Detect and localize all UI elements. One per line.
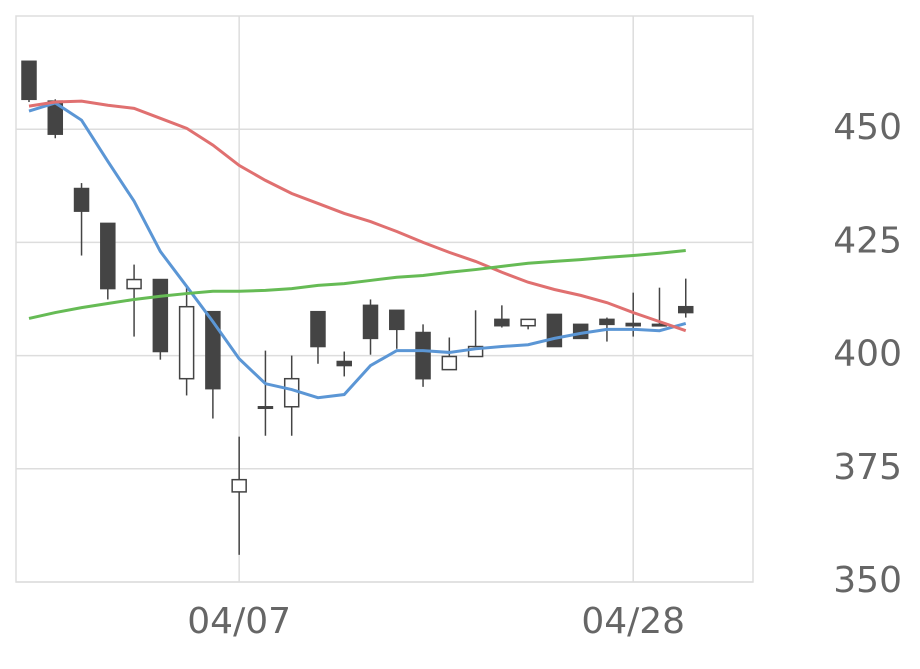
- y-tick-label: 400: [833, 334, 902, 375]
- candle-body: [520, 318, 536, 327]
- candle-body: [494, 318, 510, 327]
- candle-body: [441, 355, 458, 371]
- candle-body: [336, 360, 352, 367]
- y-tick-label: 350: [833, 560, 902, 601]
- y-tick-label: 450: [833, 107, 902, 148]
- candle-body: [599, 318, 615, 326]
- candle-body: [362, 304, 379, 340]
- candle-body: [126, 278, 142, 290]
- candle-body: [389, 309, 405, 331]
- candle-body: [152, 278, 169, 353]
- y-tick-label: 375: [833, 447, 902, 488]
- y-tick-label: 425: [833, 220, 902, 261]
- candle-body: [415, 331, 431, 380]
- moving-average-line: [28, 249, 686, 320]
- candle-body: [178, 305, 195, 380]
- candle-body: [21, 60, 37, 101]
- candle-body: [100, 222, 116, 290]
- candle-body: [546, 313, 563, 348]
- plot-border: [15, 15, 754, 583]
- candle-body: [678, 305, 694, 314]
- candle-body: [625, 322, 641, 327]
- x-tick-label: 04/28: [581, 601, 685, 642]
- candle-body: [283, 377, 300, 408]
- moving-average-line: [28, 101, 687, 400]
- candle-body: [467, 345, 484, 358]
- candle-body: [257, 406, 274, 410]
- moving-average-line: [28, 99, 687, 333]
- x-tick-label: 04/07: [187, 601, 291, 642]
- candle-body: [205, 310, 221, 390]
- candle-body: [73, 187, 90, 212]
- candle-body: [231, 478, 247, 493]
- candle-body: [310, 310, 326, 348]
